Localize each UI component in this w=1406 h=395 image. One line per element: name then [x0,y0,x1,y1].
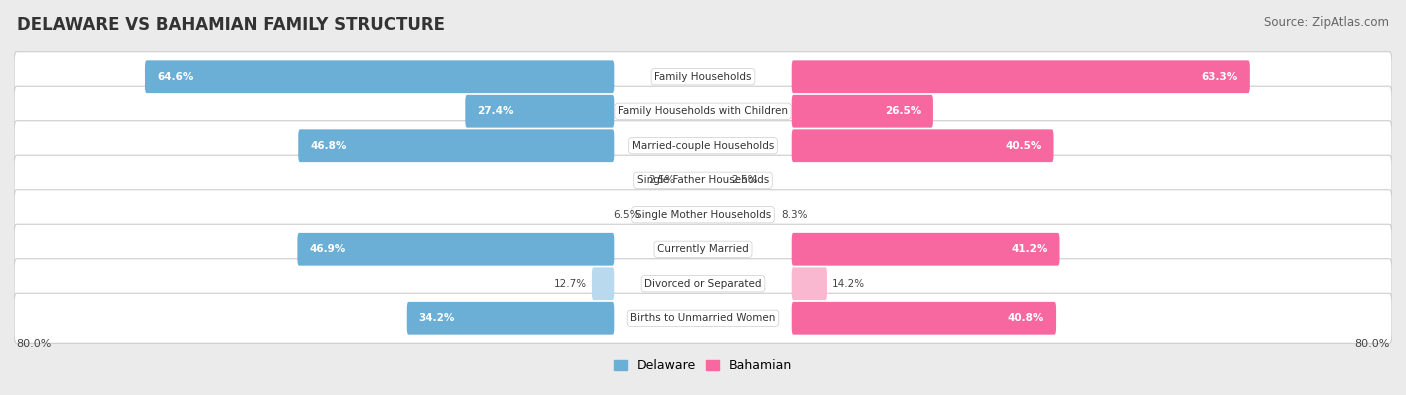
Text: DELAWARE VS BAHAMIAN FAMILY STRUCTURE: DELAWARE VS BAHAMIAN FAMILY STRUCTURE [17,16,444,34]
FancyBboxPatch shape [14,52,1392,102]
Text: 26.5%: 26.5% [884,106,921,116]
Text: Family Households with Children: Family Households with Children [619,106,787,116]
FancyBboxPatch shape [792,267,827,300]
FancyBboxPatch shape [14,155,1392,205]
Text: Single Mother Households: Single Mother Households [636,210,770,220]
FancyBboxPatch shape [792,60,1250,93]
FancyBboxPatch shape [792,302,1056,335]
Text: Source: ZipAtlas.com: Source: ZipAtlas.com [1264,16,1389,29]
Text: 12.7%: 12.7% [554,279,586,289]
Text: 8.3%: 8.3% [782,210,808,220]
Text: 14.2%: 14.2% [832,279,865,289]
Text: 41.2%: 41.2% [1011,244,1047,254]
Text: 46.8%: 46.8% [311,141,347,151]
Text: 64.6%: 64.6% [157,72,194,82]
FancyBboxPatch shape [792,129,1053,162]
FancyBboxPatch shape [14,293,1392,343]
Text: 46.9%: 46.9% [309,244,346,254]
FancyBboxPatch shape [14,224,1392,274]
Legend: Delaware, Bahamian: Delaware, Bahamian [609,354,797,377]
FancyBboxPatch shape [14,121,1392,171]
Text: 2.5%: 2.5% [731,175,758,185]
FancyBboxPatch shape [792,233,1060,266]
Text: Divorced or Separated: Divorced or Separated [644,279,762,289]
FancyBboxPatch shape [592,267,614,300]
FancyBboxPatch shape [792,95,934,128]
FancyBboxPatch shape [145,60,614,93]
FancyBboxPatch shape [298,129,614,162]
FancyBboxPatch shape [298,233,614,266]
FancyBboxPatch shape [14,259,1392,309]
Text: 40.5%: 40.5% [1005,141,1042,151]
Text: 27.4%: 27.4% [478,106,513,116]
Text: Single Father Households: Single Father Households [637,175,769,185]
Text: 34.2%: 34.2% [419,313,456,323]
Text: 2.5%: 2.5% [648,175,675,185]
Text: 6.5%: 6.5% [613,210,640,220]
FancyBboxPatch shape [465,95,614,128]
Text: 80.0%: 80.0% [1354,339,1389,349]
FancyBboxPatch shape [14,86,1392,136]
Text: Married-couple Households: Married-couple Households [631,141,775,151]
Text: 63.3%: 63.3% [1202,72,1237,82]
Text: 40.8%: 40.8% [1008,313,1045,323]
FancyBboxPatch shape [406,302,614,335]
Text: Family Households: Family Households [654,72,752,82]
FancyBboxPatch shape [14,190,1392,240]
Text: Currently Married: Currently Married [657,244,749,254]
Text: Births to Unmarried Women: Births to Unmarried Women [630,313,776,323]
Text: 80.0%: 80.0% [17,339,52,349]
